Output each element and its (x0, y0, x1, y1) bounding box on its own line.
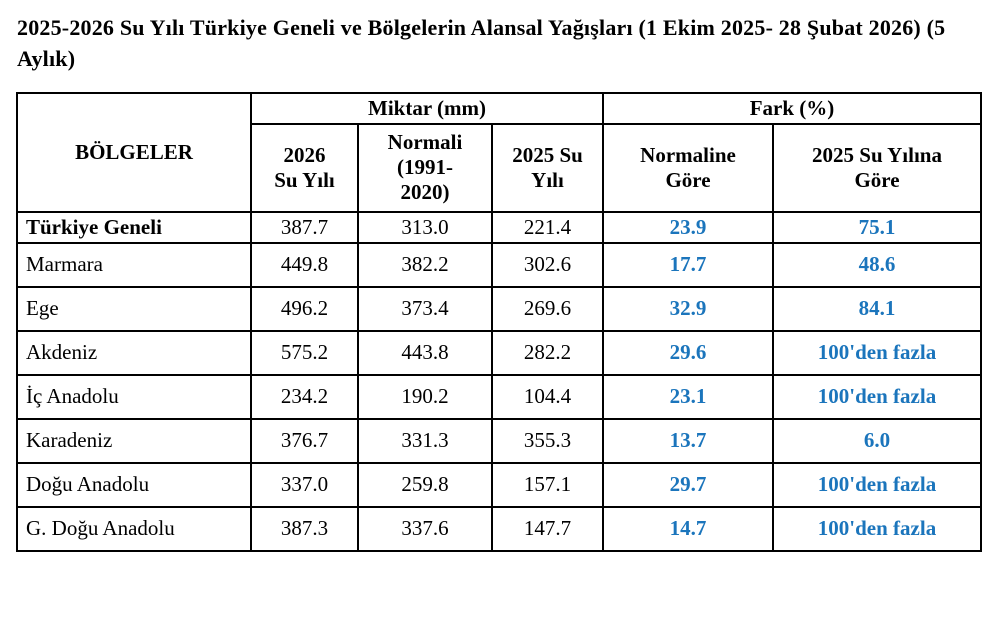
col-header-bolgeler: BÖLGELER (16, 91, 252, 213)
region-cell: Karadeniz (16, 417, 252, 464)
value-2025-cell: 282.2 (491, 329, 604, 376)
value-2026-cell: 575.2 (250, 329, 359, 376)
value-2026-cell: 376.7 (250, 417, 359, 464)
col-group-fark: Fark (%) (601, 91, 983, 125)
region-cell: Akdeniz (16, 329, 252, 376)
value-normali-cell: 331.3 (357, 417, 493, 464)
fark-2025-cell: 75.1 (771, 210, 983, 244)
table-row-turkiye-geneli: Türkiye Geneli 387.7 313.0 221.4 23.9 75… (16, 210, 983, 244)
value-2025-cell: 221.4 (491, 210, 604, 244)
fark-normaline-cell: 13.7 (602, 417, 774, 464)
fark-normaline-cell: 23.9 (602, 210, 774, 244)
fark-2025-cell: 6.0 (771, 417, 983, 464)
region-cell: Ege (16, 285, 252, 332)
col-header-2025-su-yilina-gore: 2025 Su Yılına Göre (771, 122, 983, 213)
fark-normaline-cell: 23.1 (602, 373, 774, 420)
value-normali-cell: 443.8 (357, 329, 493, 376)
fark-normaline-cell: 17.7 (602, 241, 774, 288)
value-normali-cell: 382.2 (357, 241, 493, 288)
value-2025-cell: 104.4 (491, 373, 604, 420)
col-header-2025-su-yili: 2025 Su Yılı (491, 122, 604, 213)
value-normali-cell: 373.4 (357, 285, 493, 332)
value-2025-cell: 147.7 (491, 505, 604, 552)
table-row-akdeniz: Akdeniz 575.2 443.8 282.2 29.6 100'den f… (16, 329, 983, 376)
value-2026-cell: 496.2 (250, 285, 359, 332)
value-normali-cell: 259.8 (357, 461, 493, 508)
col-header-normaline-gore: Normaline Göre (602, 122, 774, 213)
table-row-dogu-anadolu: Doğu Anadolu 337.0 259.8 157.1 29.7 100'… (16, 461, 983, 508)
page-title: 2025-2026 Su Yılı Türkiye Geneli ve Bölg… (17, 15, 946, 71)
fark-2025-cell: 100'den fazla (771, 505, 983, 552)
fark-normaline-cell: 32.9 (602, 285, 774, 332)
region-cell: İç Anadolu (16, 373, 252, 420)
value-normali-cell: 313.0 (357, 210, 493, 244)
col-group-miktar: Miktar (mm) (250, 91, 604, 125)
fark-2025-cell: 100'den fazla (771, 329, 983, 376)
region-cell: Marmara (16, 241, 252, 288)
fark-2025-cell: 84.1 (771, 285, 983, 332)
value-normali-cell: 190.2 (357, 373, 493, 420)
value-2026-cell: 337.0 (250, 461, 359, 508)
table-row-ic-anadolu: İç Anadolu 234.2 190.2 104.4 23.1 100'de… (16, 373, 983, 420)
region-cell: Doğu Anadolu (16, 461, 252, 508)
value-2025-cell: 269.6 (491, 285, 604, 332)
fark-2025-cell: 48.6 (771, 241, 983, 288)
table-row-g-dogu-anadolu: G. Doğu Anadolu 387.3 337.6 147.7 14.7 1… (16, 505, 983, 552)
table-row-ege: Ege 496.2 373.4 269.6 32.9 84.1 (16, 285, 983, 332)
value-2026-cell: 234.2 (250, 373, 359, 420)
value-2026-cell: 387.3 (250, 505, 359, 552)
value-2025-cell: 302.6 (491, 241, 604, 288)
value-2026-cell: 449.8 (250, 241, 359, 288)
fark-normaline-cell: 29.6 (602, 329, 774, 376)
value-2025-cell: 355.3 (491, 417, 604, 464)
fark-normaline-cell: 14.7 (602, 505, 774, 552)
fark-normaline-cell: 29.7 (602, 461, 774, 508)
fark-2025-cell: 100'den fazla (771, 461, 983, 508)
col-header-normali: Normali (1991- 2020) (357, 122, 493, 213)
col-header-2026-su-yili: 2026 Su Yılı (250, 122, 359, 213)
value-2025-cell: 157.1 (491, 461, 604, 508)
fark-2025-cell: 100'den fazla (771, 373, 983, 420)
table-row-marmara: Marmara 449.8 382.2 302.6 17.7 48.6 (16, 241, 983, 288)
value-normali-cell: 337.6 (357, 505, 493, 552)
region-cell: Türkiye Geneli (16, 210, 252, 244)
region-cell: G. Doğu Anadolu (16, 505, 252, 552)
header-sub-row: 2026 Su Yılı Normali (1991- 2020) 2025 S… (17, 122, 983, 213)
header-group-row: BÖLGELER Miktar (mm) Fark (%) (16, 91, 983, 213)
table-row-karadeniz: Karadeniz 376.7 331.3 355.3 13.7 6.0 (16, 417, 983, 464)
value-2026-cell: 387.7 (250, 210, 359, 244)
precipitation-table: BÖLGELER Miktar (mm) Fark (%) 2026 Su Yı… (16, 91, 983, 552)
